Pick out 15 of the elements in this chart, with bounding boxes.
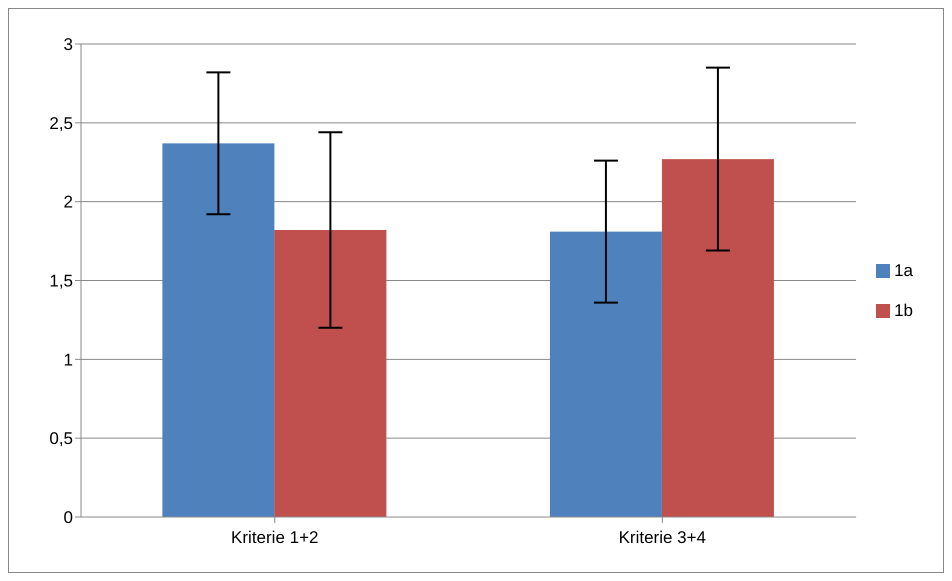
x-tick-label: Kriterie 1+2 — [231, 528, 318, 548]
x-tick-label: Kriterie 3+4 — [618, 528, 706, 548]
y-tick-label: 0 — [64, 508, 73, 528]
bar — [274, 230, 386, 517]
y-tick-label: 3 — [64, 35, 73, 54]
y-tick-label: 0,5 — [49, 429, 73, 448]
bar — [550, 232, 662, 517]
bar — [662, 159, 774, 517]
y-tick-label: 2 — [64, 192, 73, 212]
y-tick-label: 1,5 — [49, 272, 73, 291]
bar — [162, 143, 274, 517]
legend-label: 1b — [894, 300, 913, 320]
legend-label: 1a — [894, 260, 913, 280]
y-tick-label: 1 — [64, 350, 73, 370]
y-tick-label: 2,5 — [49, 114, 73, 133]
